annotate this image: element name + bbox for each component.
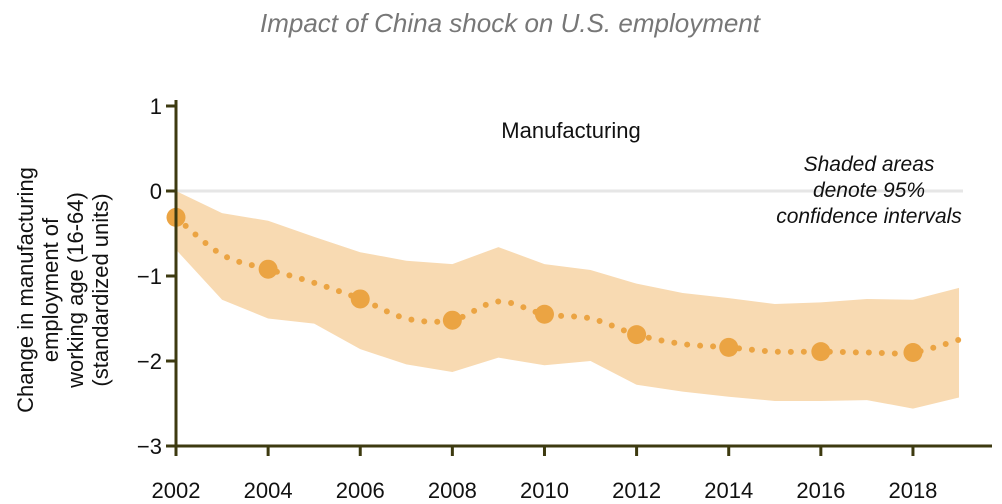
x-tick-label: 2008 (428, 478, 477, 503)
confidence-band (176, 191, 960, 409)
data-point-2004 (258, 259, 278, 279)
data-point-2006 (350, 289, 370, 309)
data-point-2018 (903, 343, 923, 362)
y-axis-label-2: employment of (38, 217, 63, 362)
x-tick-label: 2018 (888, 478, 937, 503)
annotation-line-1: Shaded areas (804, 153, 935, 176)
y-tick-label: −2 (137, 349, 162, 374)
y-tick-label: 1 (150, 94, 162, 119)
data-point-2014 (719, 337, 739, 357)
y-tick-label: −3 (137, 434, 162, 459)
panel-label: Manufacturing (501, 118, 640, 143)
data-point-2016 (811, 342, 831, 362)
annotation-line-3: confidence intervals (776, 205, 962, 228)
y-tick-label: 0 (150, 179, 162, 204)
x-tick-label: 2010 (520, 478, 569, 503)
data-point-2010 (534, 304, 554, 324)
y-axis-label-3: working age (16-64) (63, 192, 88, 389)
x-tick-label: 2012 (612, 478, 661, 503)
y-axis-label-1: Change in manufacturing (13, 167, 38, 413)
data-point-2008 (442, 310, 462, 330)
y-axis-label-4: (standardized units) (88, 193, 113, 386)
x-tick-label: 2002 (152, 478, 201, 503)
x-tick-label: 2006 (336, 478, 385, 503)
annotation-line-2: denote 95% (813, 179, 925, 202)
x-tick-label: 2014 (704, 478, 753, 503)
y-tick-label: −1 (137, 264, 162, 289)
x-tick-label: 2004 (244, 478, 293, 503)
chart-title: Impact of China shock on U.S. employment (260, 8, 762, 38)
data-point-2012 (627, 325, 647, 345)
x-tick-label: 2016 (796, 478, 845, 503)
